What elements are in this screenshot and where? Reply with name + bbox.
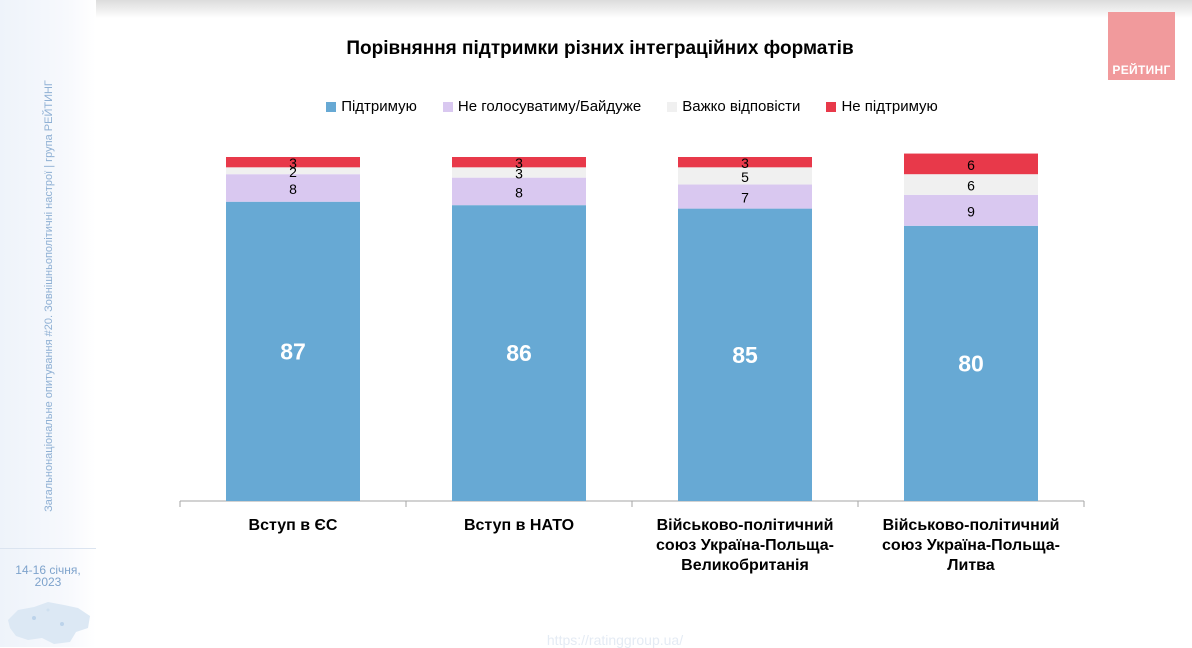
top-shadow [0,0,1192,18]
bar-support-3 [678,208,812,501]
rating-logo: РЕЙТИНГ [1108,12,1175,80]
legend-swatch-not-vote [442,101,453,112]
category-label-3: Військово-політичний союз Україна-Польща-… [632,516,858,576]
legend-label-support: Підтримую [341,98,417,115]
bar-not-vote-2 [452,177,586,206]
bar-not-support-4 [904,153,1038,175]
survey-date: 14-16 січня, 2023 [0,564,96,588]
category-label-2: Вступ в НАТО [406,516,632,536]
legend-swatch-support [326,101,337,112]
survey-date-line-2: 2023 [34,575,62,589]
legend-label-not-support: Не підтримую [841,98,938,115]
category-label-1-line-1: Вступ в ЄС [248,517,338,534]
survey-date-line-1: 14-16 січня, [15,563,81,577]
data-label-hard-to-say-3: 5 [741,169,749,185]
bar-support-4 [904,225,1038,502]
bar-support-2 [452,205,586,501]
data-label-support-2: 86 [506,340,532,366]
ukraine-map-icon [8,602,90,644]
bar-not-support-2 [452,157,586,168]
chart-title: Порівняння підтримки різних інтеграційни… [346,38,854,59]
category-label-4-line-1: Військово-політичний [882,517,1060,534]
category-label-3-line-2: союз Україна-Польща- [656,537,834,554]
data-label-hard-to-say-4: 6 [967,178,975,194]
bar-not-vote-1 [226,174,360,202]
bar-not-support-1 [226,157,360,168]
sidebar-divider [0,548,96,549]
footer-url: https://ratinggroup.ua/ [546,632,684,648]
category-label-2-line-1: Вступ в НАТО [463,517,575,534]
data-label-not-vote-3: 7 [741,190,749,206]
data-label-support-1: 87 [280,338,306,364]
data-label-not-support-2: 3 [515,155,523,171]
category-label-1: Вступ в ЄС [180,516,406,536]
data-label-hard-to-say-1: 2 [289,164,297,180]
legend-item-not-vote: Не голосуватиму/Байдуже [442,98,642,115]
bar-not-support-3 [678,157,812,168]
legend-label-hard-to-say: Важко відповісти [682,98,801,115]
left-sidebar: Загальнонаціональне опитування #20. Зовн… [0,0,96,647]
bar-support-1 [226,201,360,501]
legend-swatch-hard-to-say [667,101,678,112]
data-label-not-vote-2: 8 [515,184,523,200]
category-label-4-line-3: Литва [947,557,995,574]
category-label-3-line-1: Військово-політичний [656,517,834,534]
bar-not-vote-3 [678,184,812,209]
category-label-4-line-2: союз Україна-Польща- [882,537,1060,554]
data-label-not-support-4: 6 [967,157,975,173]
data-label-not-vote-4: 9 [967,203,975,219]
bar-hard-to-say-3 [678,167,812,185]
bar-hard-to-say-2 [452,167,586,178]
data-label-not-support-3: 3 [741,155,749,171]
bar-hard-to-say-1 [226,167,360,175]
data-label-hard-to-say-2: 3 [515,165,523,181]
category-label-3-line-3: Великобританія [681,557,809,574]
data-label-support-4: 80 [958,350,984,376]
legend-item-hard-to-say: Важко відповісти [667,98,800,115]
legend-label-not-vote: Не голосуватиму/Байдуже [457,98,642,115]
legend-swatch-not-support [826,101,837,112]
data-label-not-support-1: 3 [289,155,297,171]
data-label-not-vote-1: 8 [289,181,297,197]
data-label-support-3: 85 [732,342,758,368]
category-label-4: Військово-політичний союз Україна-Польща-… [858,516,1084,576]
legend-item-not-support: Не підтримую [826,98,938,115]
bar-hard-to-say-4 [904,174,1038,195]
logo-text: РЕЙТИНГ [1112,63,1171,77]
bar-not-vote-4 [904,194,1038,226]
legend-item-support: Підтримую [326,98,417,115]
chart-legend: Підтримую Не голосуватиму/Байдуже Важко … [180,98,1084,115]
